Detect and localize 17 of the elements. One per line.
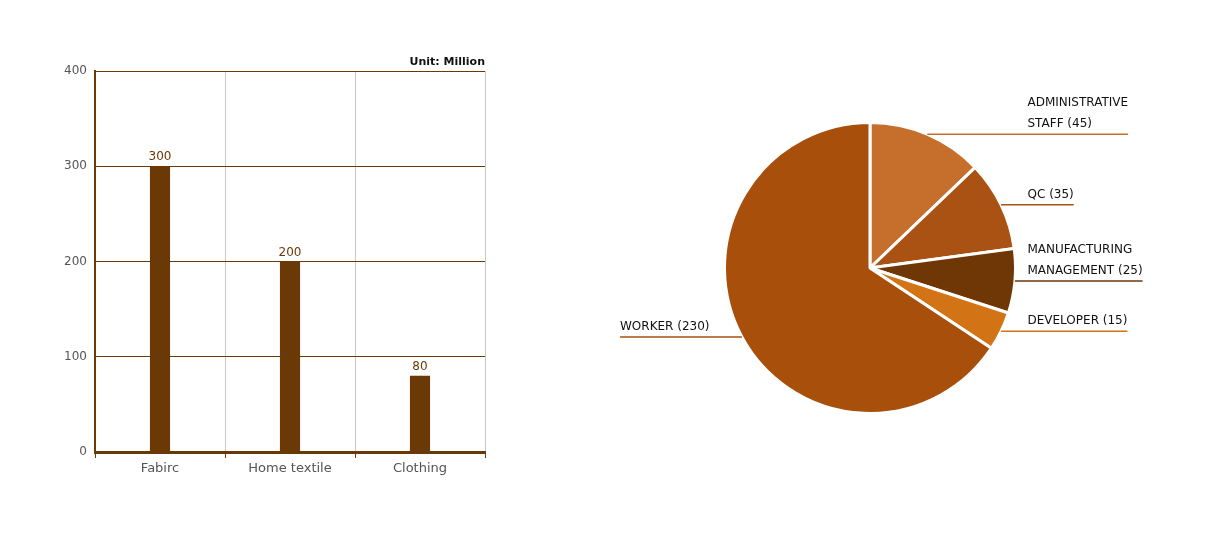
- x-tick-label: Clothing: [392, 460, 448, 476]
- y-tick-label: 300: [64, 158, 87, 173]
- y-tick-label: 100: [64, 348, 87, 363]
- slice-label: WORKER (230): [619, 318, 710, 333]
- y-tick-label: 400: [64, 63, 87, 78]
- data-label: 200: [278, 244, 302, 259]
- y-tick-label: 200: [64, 253, 87, 268]
- y-tick-label: 0: [79, 444, 87, 459]
- slice-label: ADMINISTRATIVE STAFF (45): [1027, 95, 1129, 131]
- slice-label: DEVELOPER (15): [1027, 313, 1128, 328]
- slice-label: QC (35): [1027, 186, 1074, 201]
- slice-label: MANUFACTURING MANAGEMENT (25): [1027, 242, 1143, 278]
- data-label: 300: [148, 149, 172, 164]
- data-label: 80: [412, 358, 428, 373]
- x-tick-label: Home textile: [248, 460, 332, 476]
- x-tick-label: Fabirc: [140, 460, 180, 476]
- text: Unit: Million: [409, 55, 485, 69]
